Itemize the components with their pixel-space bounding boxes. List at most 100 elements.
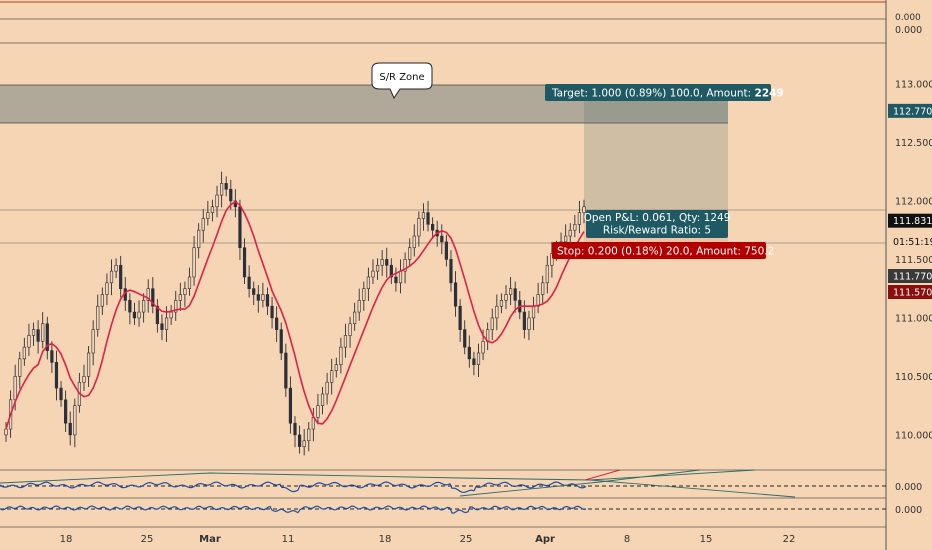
candle-body xyxy=(495,305,499,319)
price-badge xyxy=(888,269,932,283)
axis-zero-label: 0.000 xyxy=(895,25,922,36)
sr-zone-callout-bubble xyxy=(371,62,433,100)
candle-body xyxy=(339,346,343,366)
price-badge xyxy=(888,213,932,228)
candle-body xyxy=(220,183,224,196)
candle-body xyxy=(453,282,458,307)
indicator-1-axis-label: 0.000 xyxy=(895,482,922,493)
open-pnl-label[interactable]: Open P&L: 0.061, Qty: 1249 Risk/Reward R… xyxy=(584,210,731,238)
price-tick-label: 111.500 xyxy=(895,255,932,266)
candle-body xyxy=(132,311,137,319)
candle-body xyxy=(224,183,228,190)
candle-body xyxy=(197,229,201,249)
sr-zone-label: S/R Zone xyxy=(379,72,424,83)
candle-body xyxy=(545,264,549,284)
candle-body xyxy=(128,300,132,313)
candle-body xyxy=(307,428,311,442)
candle-body xyxy=(229,188,233,202)
candle-body xyxy=(215,194,219,208)
candle-body xyxy=(41,323,45,342)
sr-zone-callout[interactable]: S/R Zone xyxy=(371,62,433,100)
candle-body xyxy=(472,358,476,366)
candle-body xyxy=(238,206,242,249)
stop-label-box xyxy=(552,242,766,259)
candle-body xyxy=(490,317,494,330)
candle-body xyxy=(426,212,430,225)
price-badge xyxy=(888,285,932,299)
candle-body xyxy=(320,393,325,406)
candle-body xyxy=(458,305,462,330)
x-tick-label: 25 xyxy=(141,534,154,545)
x-tick-label: Mar xyxy=(199,534,221,545)
candle-body xyxy=(573,224,577,231)
candle-body xyxy=(183,288,187,295)
candle-body xyxy=(142,300,146,313)
candle-body xyxy=(531,305,536,319)
candle-body xyxy=(417,218,421,237)
candle-body xyxy=(206,212,210,219)
target-label[interactable]: Target: 1.000 (0.89%) 100.0, Amount: 224… xyxy=(545,84,784,101)
candle-body xyxy=(114,264,118,272)
candle-body xyxy=(582,206,586,213)
risk-reward-text: Risk/Reward Ratio: 5 xyxy=(603,225,711,237)
candle-body xyxy=(50,350,54,363)
candle-body xyxy=(394,276,398,284)
x-tick-label: 18 xyxy=(379,534,392,545)
x-tick-label: 18 xyxy=(60,534,73,545)
price-badge-label: 111.770 xyxy=(893,272,932,283)
candle-body xyxy=(398,270,403,284)
candle-body xyxy=(13,376,17,401)
candle-body xyxy=(252,288,256,295)
indicator-pane-2[interactable] xyxy=(0,505,886,514)
candle-body xyxy=(192,247,196,278)
open-pnl-text: Open P&L: 0.061, Qty: 1249 xyxy=(584,212,731,224)
target-zone[interactable] xyxy=(584,100,728,212)
candle-body xyxy=(297,434,302,447)
x-tick-label: 22 xyxy=(783,534,796,545)
candle-body xyxy=(265,294,270,307)
candle-body xyxy=(330,370,334,383)
candle-body xyxy=(86,352,91,377)
candle-body xyxy=(293,422,297,436)
candle-body xyxy=(210,206,215,213)
candle-body xyxy=(463,329,467,348)
candle-body xyxy=(270,305,274,319)
price-tick-label: 112.500 xyxy=(895,138,932,149)
candle-body xyxy=(362,288,366,301)
price-axis[interactable]: 0.000 0.000 113.000 112.500 112.000 111.500… xyxy=(895,13,932,441)
candle-body xyxy=(357,300,361,313)
indicator-1-trendline-b xyxy=(459,469,701,497)
price-badge xyxy=(888,234,932,249)
price-badge-label: 112.770 xyxy=(893,106,932,117)
x-tick-label: 15 xyxy=(700,534,713,545)
candle-body xyxy=(151,288,155,307)
candle-body xyxy=(527,317,531,330)
stop-label[interactable]: Stop: 0.200 (0.18%) 20.0, Amount: 750.2 xyxy=(552,242,774,259)
indicator-pane-1[interactable] xyxy=(0,469,886,498)
price-tick-label: 110.000 xyxy=(895,430,932,441)
price-badge xyxy=(888,103,932,118)
candle-body xyxy=(18,358,22,377)
target-label-main: Target: 1.000 (0.89%) 100.0, Amount: xyxy=(551,88,755,100)
top-indicator-value: 0.000 xyxy=(895,13,921,23)
candle-body xyxy=(577,212,582,225)
candle-body xyxy=(353,311,357,325)
price-tick-label: 111.000 xyxy=(895,313,932,324)
x-axis[interactable]: 18 25 Mar 11 18 25 Apr 8 15 22 xyxy=(60,534,796,545)
candle-body xyxy=(302,440,306,447)
candle-body xyxy=(375,264,380,272)
candle-body xyxy=(550,253,554,266)
candle-body xyxy=(100,294,104,307)
candle-body xyxy=(440,235,444,243)
candle-body xyxy=(119,264,123,289)
target-label-amount: 2249 xyxy=(755,88,784,100)
candle-body xyxy=(169,311,173,319)
candle-body xyxy=(105,282,109,295)
candle-body xyxy=(68,422,72,436)
candle-body xyxy=(91,329,95,354)
candle-body xyxy=(31,329,36,336)
candle-body xyxy=(449,259,453,284)
candle-body xyxy=(96,305,100,330)
